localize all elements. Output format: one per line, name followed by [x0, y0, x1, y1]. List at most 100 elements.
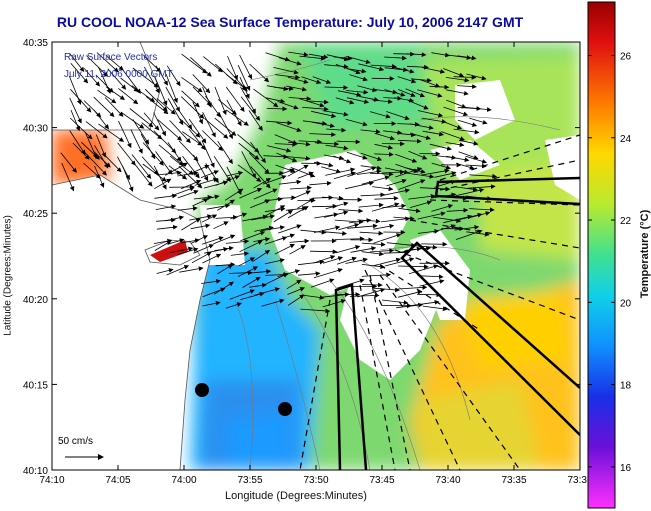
current-vector	[104, 97, 124, 117]
current-vector	[142, 142, 164, 166]
current-vector	[230, 212, 248, 220]
current-vector	[383, 130, 403, 135]
current-vector	[130, 129, 143, 154]
colorbar	[587, 1, 616, 509]
current-vector	[239, 187, 263, 199]
current-vector	[226, 170, 244, 177]
current-vector	[177, 247, 199, 255]
current-vector	[297, 171, 314, 179]
current-vector	[83, 162, 101, 179]
x-tick-label: 73:35	[501, 475, 526, 486]
current-vector	[312, 203, 338, 209]
current-vector	[122, 165, 134, 192]
current-vector	[336, 139, 361, 145]
current-vector	[396, 132, 416, 138]
current-vector	[153, 165, 167, 190]
colorbar-label: Temperature (°C)	[639, 209, 651, 299]
current-vector	[322, 195, 344, 201]
current-vector	[358, 202, 384, 208]
current-vector	[323, 230, 347, 236]
current-vector	[93, 150, 111, 168]
current-vector	[335, 97, 355, 105]
current-vector	[285, 206, 308, 211]
current-vector	[276, 233, 295, 241]
current-vector	[201, 140, 215, 168]
current-vector	[345, 89, 369, 95]
current-vector	[290, 190, 311, 200]
current-vector	[347, 223, 378, 229]
current-vector	[179, 266, 204, 273]
current-vector	[455, 162, 475, 170]
current-vector	[369, 171, 394, 177]
current-vector	[357, 85, 378, 93]
current-vector	[96, 52, 119, 73]
current-vector	[274, 74, 301, 80]
current-vector	[169, 120, 191, 144]
current-vector	[266, 106, 288, 112]
current-vector	[225, 302, 242, 309]
current-vector	[83, 100, 102, 118]
current-vector	[325, 144, 349, 151]
current-vector	[419, 79, 441, 88]
current-vector	[453, 186, 478, 192]
current-vector	[181, 77, 203, 93]
current-vector	[345, 181, 375, 190]
current-vector	[308, 53, 329, 60]
colorbar-tick-label: 22	[620, 216, 632, 227]
current-vector	[201, 278, 221, 284]
current-vector	[324, 210, 349, 218]
current-vector	[362, 242, 386, 247]
y-axis-label: Latitude (Degrees:Minutes)	[2, 215, 14, 336]
current-vector	[458, 151, 479, 160]
current-vector	[165, 86, 180, 112]
colorbar-tick-label: 18	[620, 381, 632, 392]
current-vector	[421, 67, 446, 74]
current-vector	[309, 132, 336, 137]
y-tick-label: 40:35	[23, 38, 48, 49]
current-vector	[249, 152, 270, 174]
current-vector	[422, 130, 444, 137]
current-vector	[253, 188, 278, 200]
surface-current-vectors	[60, 51, 498, 314]
current-vector	[242, 276, 261, 288]
current-vector	[262, 175, 287, 185]
current-vector	[422, 305, 448, 312]
x-axis-label: Longitude (Degrees:Minutes)	[225, 490, 367, 502]
current-vector	[166, 65, 181, 87]
current-vector	[157, 170, 182, 176]
current-vector	[143, 66, 160, 94]
current-vector	[170, 186, 195, 197]
current-vector	[165, 162, 188, 176]
current-vector	[202, 130, 224, 151]
current-vector	[347, 166, 377, 177]
current-vector	[309, 99, 329, 105]
current-vector	[70, 109, 81, 132]
current-vector	[398, 89, 416, 97]
current-vector	[191, 252, 212, 264]
current-vector	[273, 67, 299, 75]
x-tick-label: 73:45	[369, 475, 394, 486]
colorbar-tick-label: 26	[620, 51, 632, 62]
current-vector	[409, 132, 431, 140]
current-vector	[466, 184, 496, 189]
current-vector	[397, 76, 417, 84]
current-vector	[153, 112, 166, 137]
current-vector	[264, 258, 285, 265]
current-vector	[397, 289, 423, 298]
current-vector	[181, 238, 200, 244]
current-vector	[465, 107, 492, 112]
current-vector	[215, 175, 240, 186]
current-vector	[301, 76, 322, 85]
current-vector	[458, 139, 479, 146]
current-vector	[454, 224, 480, 231]
current-vector	[144, 88, 168, 112]
current-vector	[397, 285, 428, 290]
current-vector	[95, 134, 107, 158]
x-tick-label: 73:50	[303, 475, 328, 486]
current-vector	[158, 144, 185, 166]
current-vector	[278, 168, 295, 176]
current-vector	[238, 257, 256, 267]
current-vector	[237, 164, 262, 182]
current-vector	[263, 154, 289, 160]
